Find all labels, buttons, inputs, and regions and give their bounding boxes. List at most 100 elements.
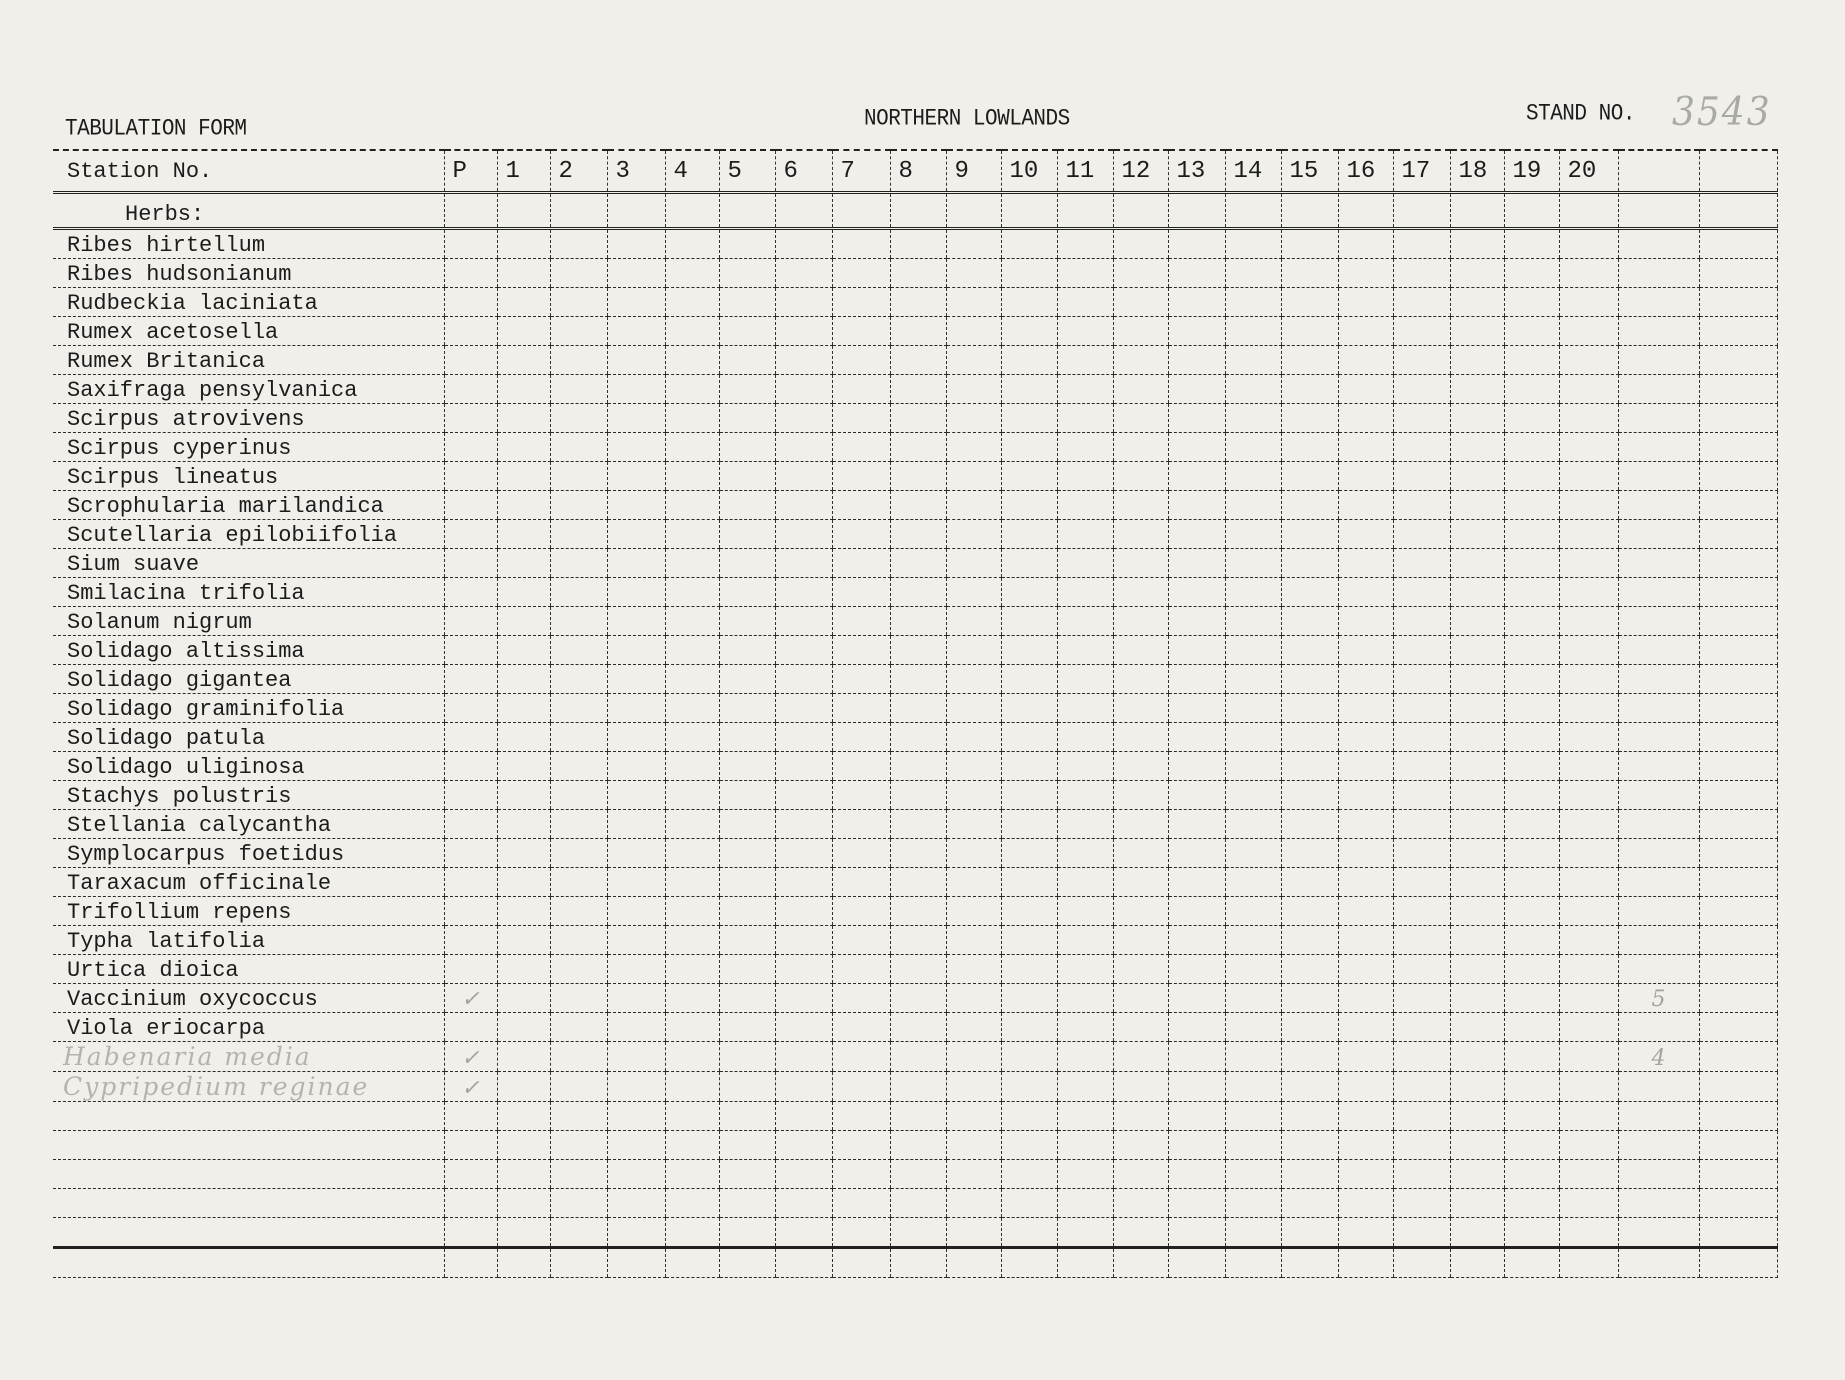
table-cell [889, 780, 946, 810]
table-cell [606, 896, 665, 926]
table-cell [1112, 635, 1168, 665]
table-cell [664, 577, 719, 607]
table-cell [664, 287, 719, 317]
species-name [53, 1101, 444, 1131]
table-cell [443, 1012, 497, 1042]
table-cell [1503, 1101, 1559, 1131]
table-cell [1000, 258, 1057, 288]
table-cell [1337, 751, 1393, 781]
station-column-header: 15 [1280, 149, 1338, 194]
table-cell [1698, 403, 1778, 433]
table-cell [496, 751, 550, 781]
table-row: Stachys polustris [53, 780, 1778, 810]
table-cell [718, 1188, 775, 1218]
station-column-header: 6 [774, 149, 832, 194]
table-cell [1112, 867, 1168, 897]
table-cell [889, 461, 946, 491]
table-cell [496, 635, 550, 665]
table-cell [1056, 228, 1113, 259]
table-cell [1167, 780, 1225, 810]
table-cell [1503, 954, 1559, 984]
table-cell [1056, 432, 1113, 462]
table-cell [1449, 287, 1504, 317]
table-cell [1000, 780, 1057, 810]
table-cell [606, 664, 665, 694]
table-cell [1056, 461, 1113, 491]
table-cell [1337, 228, 1393, 259]
table-row: Scirpus atrovivens [53, 403, 1778, 433]
table-cell [1392, 1247, 1450, 1278]
station-column-header: 9 [945, 149, 1001, 194]
table-cell [1337, 316, 1393, 346]
table-row: Scirpus cyperinus [53, 432, 1778, 462]
species-name: Scrophularia marilandica [53, 490, 444, 520]
table-cell [606, 780, 665, 810]
table-cell [1224, 693, 1281, 723]
species-name: Scirpus lineatus [53, 461, 444, 491]
table-cell [1280, 461, 1338, 491]
species-name: Ribes hudsonianum [53, 258, 444, 288]
table-row: Taraxacum officinale [53, 867, 1778, 897]
table-cell [606, 1130, 665, 1160]
table-cell [1617, 896, 1699, 926]
table-row: Trifollium repens [53, 896, 1778, 926]
table-cell [1558, 1217, 1618, 1249]
table-cell [1558, 1071, 1618, 1102]
table-cell [1698, 838, 1778, 868]
table-cell [1698, 1130, 1778, 1160]
table-cell [1167, 519, 1225, 549]
table-cell [496, 461, 550, 491]
table-cell [1617, 664, 1699, 694]
table-cell [718, 1217, 775, 1249]
table-row: Cypripedium reginae ✓ [53, 1071, 1778, 1102]
table-cell [718, 316, 775, 346]
table-cell [1449, 258, 1504, 288]
table-cell [1449, 1217, 1504, 1249]
table-cell [549, 925, 607, 955]
table-cell [1000, 925, 1057, 955]
table-cell [889, 809, 946, 839]
table-cell [1698, 1159, 1778, 1189]
table-cell [1698, 1012, 1778, 1042]
table-cell [1280, 258, 1338, 288]
table-cell [718, 519, 775, 549]
table-cell [606, 1188, 665, 1218]
table-row: Scirpus lineatus [53, 461, 1778, 491]
table-cell [443, 1101, 497, 1131]
table-cell [1698, 374, 1778, 404]
table-cell [831, 954, 890, 984]
table-row: Ribes hirtellum [53, 228, 1778, 259]
table-cell [945, 1071, 1001, 1102]
table-cell [1167, 461, 1225, 491]
table-cell [1617, 577, 1699, 607]
table-cell [1000, 316, 1057, 346]
table-cell [1056, 1188, 1113, 1218]
table-cell [1167, 606, 1225, 636]
table-cell [945, 228, 1001, 259]
table-cell [1392, 751, 1450, 781]
table-cell [1337, 809, 1393, 839]
table-cell [1280, 316, 1338, 346]
table-cell [549, 490, 607, 520]
table-cell [945, 192, 1001, 230]
table-cell [774, 1188, 832, 1218]
table-cell [1000, 490, 1057, 520]
table-row: Solidago patula [53, 722, 1778, 752]
table-cell [1112, 577, 1168, 607]
station-column-header: 12 [1112, 149, 1168, 194]
table-cell [774, 1101, 832, 1131]
station-column-header: 19 [1503, 149, 1559, 194]
table-cell [1167, 374, 1225, 404]
table-cell [1280, 1012, 1338, 1042]
table-cell [1224, 751, 1281, 781]
table-cell [1698, 228, 1778, 259]
table-cell [774, 258, 832, 288]
table-cell [1503, 693, 1559, 723]
table-cell [774, 228, 832, 259]
table-cell [1392, 1159, 1450, 1189]
table-cell [1617, 1188, 1699, 1218]
table-cell [1392, 954, 1450, 984]
table-cell [1112, 1101, 1168, 1131]
table-cell [1617, 838, 1699, 868]
table-cell [1280, 693, 1338, 723]
